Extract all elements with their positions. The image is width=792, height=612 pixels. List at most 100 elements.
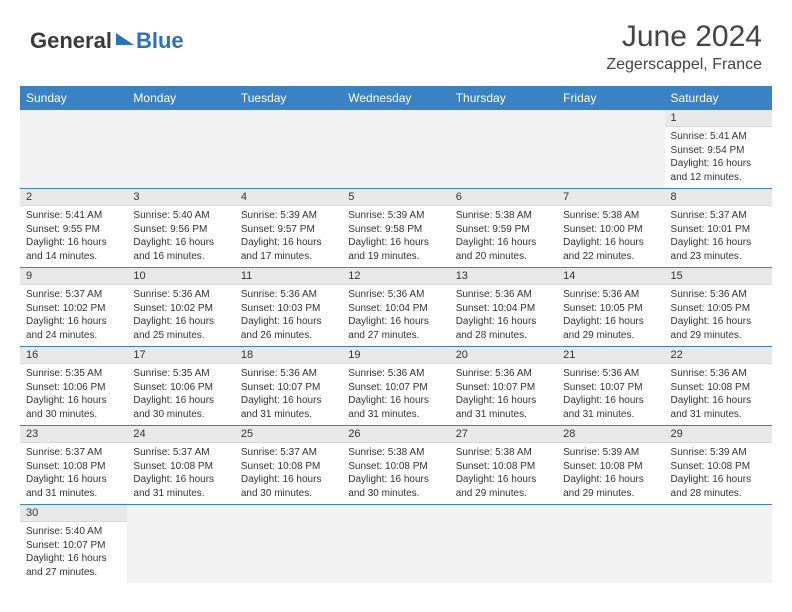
calendar-table: SundayMondayTuesdayWednesdayThursdayFrid… — [20, 86, 772, 583]
day-number: 17 — [127, 347, 234, 364]
calendar-cell: 24Sunrise: 5:37 AMSunset: 10:08 PMDaylig… — [127, 426, 234, 505]
calendar-cell: 15Sunrise: 5:36 AMSunset: 10:05 PMDaylig… — [665, 268, 772, 347]
day-number: 10 — [127, 268, 234, 285]
calendar-cell: 12Sunrise: 5:36 AMSunset: 10:04 PMDaylig… — [342, 268, 449, 347]
day-number: 13 — [450, 268, 557, 285]
calendar-cell — [342, 505, 449, 584]
calendar-cell: 22Sunrise: 5:36 AMSunset: 10:08 PMDaylig… — [665, 347, 772, 426]
day-details: Sunrise: 5:40 AMSunset: 9:56 PMDaylight:… — [127, 206, 234, 267]
brand-sail-icon — [116, 33, 134, 45]
calendar-cell — [235, 505, 342, 584]
brand-logo: General Blue — [30, 28, 184, 54]
month-title: June 2024 — [606, 20, 762, 54]
day-number: 22 — [665, 347, 772, 364]
day-details: Sunrise: 5:40 AMSunset: 10:07 PMDaylight… — [20, 522, 127, 583]
day-details: Sunrise: 5:36 AMSunset: 10:07 PMDaylight… — [557, 364, 664, 425]
calendar-cell — [450, 110, 557, 189]
day-number: 15 — [665, 268, 772, 285]
day-details: Sunrise: 5:39 AMSunset: 10:08 PMDaylight… — [557, 443, 664, 504]
calendar-body: 1Sunrise: 5:41 AMSunset: 9:54 PMDaylight… — [20, 110, 772, 583]
day-number: 23 — [20, 426, 127, 443]
weekday-header: Saturday — [665, 86, 772, 110]
day-number: 27 — [450, 426, 557, 443]
calendar-cell: 1Sunrise: 5:41 AMSunset: 9:54 PMDaylight… — [665, 110, 772, 189]
calendar-cell: 21Sunrise: 5:36 AMSunset: 10:07 PMDaylig… — [557, 347, 664, 426]
day-number: 25 — [235, 426, 342, 443]
day-details: Sunrise: 5:36 AMSunset: 10:08 PMDaylight… — [665, 364, 772, 425]
calendar-cell: 30Sunrise: 5:40 AMSunset: 10:07 PMDaylig… — [20, 505, 127, 584]
calendar-week-row: 2Sunrise: 5:41 AMSunset: 9:55 PMDaylight… — [20, 189, 772, 268]
day-number: 8 — [665, 189, 772, 206]
day-number: 28 — [557, 426, 664, 443]
calendar-cell — [20, 110, 127, 189]
weekday-header: Monday — [127, 86, 234, 110]
day-number: 4 — [235, 189, 342, 206]
calendar-week-row: 16Sunrise: 5:35 AMSunset: 10:06 PMDaylig… — [20, 347, 772, 426]
calendar-head: SundayMondayTuesdayWednesdayThursdayFrid… — [20, 86, 772, 110]
calendar-cell — [127, 110, 234, 189]
day-details: Sunrise: 5:39 AMSunset: 10:08 PMDaylight… — [665, 443, 772, 504]
day-details: Sunrise: 5:38 AMSunset: 10:00 PMDaylight… — [557, 206, 664, 267]
day-number: 29 — [665, 426, 772, 443]
day-details: Sunrise: 5:38 AMSunset: 10:08 PMDaylight… — [342, 443, 449, 504]
calendar-cell: 20Sunrise: 5:36 AMSunset: 10:07 PMDaylig… — [450, 347, 557, 426]
day-number: 5 — [342, 189, 449, 206]
calendar-cell — [127, 505, 234, 584]
calendar-week-row: 9Sunrise: 5:37 AMSunset: 10:02 PMDayligh… — [20, 268, 772, 347]
day-details: Sunrise: 5:38 AMSunset: 10:08 PMDaylight… — [450, 443, 557, 504]
calendar-cell: 18Sunrise: 5:36 AMSunset: 10:07 PMDaylig… — [235, 347, 342, 426]
weekday-header: Friday — [557, 86, 664, 110]
day-details: Sunrise: 5:36 AMSunset: 10:03 PMDaylight… — [235, 285, 342, 346]
day-number: 18 — [235, 347, 342, 364]
day-number: 21 — [557, 347, 664, 364]
day-number: 1 — [665, 110, 772, 127]
day-details: Sunrise: 5:38 AMSunset: 9:59 PMDaylight:… — [450, 206, 557, 267]
weekday-header: Thursday — [450, 86, 557, 110]
day-number: 26 — [342, 426, 449, 443]
day-details: Sunrise: 5:35 AMSunset: 10:06 PMDaylight… — [20, 364, 127, 425]
day-details: Sunrise: 5:41 AMSunset: 9:54 PMDaylight:… — [665, 127, 772, 188]
location-subtitle: Zegerscappel, France — [606, 56, 762, 74]
day-details: Sunrise: 5:35 AMSunset: 10:06 PMDaylight… — [127, 364, 234, 425]
day-number: 19 — [342, 347, 449, 364]
day-details: Sunrise: 5:41 AMSunset: 9:55 PMDaylight:… — [20, 206, 127, 267]
day-details: Sunrise: 5:39 AMSunset: 9:57 PMDaylight:… — [235, 206, 342, 267]
day-details: Sunrise: 5:37 AMSunset: 10:08 PMDaylight… — [20, 443, 127, 504]
day-details: Sunrise: 5:37 AMSunset: 10:02 PMDaylight… — [20, 285, 127, 346]
calendar-cell: 2Sunrise: 5:41 AMSunset: 9:55 PMDaylight… — [20, 189, 127, 268]
day-details: Sunrise: 5:37 AMSunset: 10:08 PMDaylight… — [127, 443, 234, 504]
day-number: 16 — [20, 347, 127, 364]
day-details: Sunrise: 5:36 AMSunset: 10:04 PMDaylight… — [342, 285, 449, 346]
calendar-cell — [557, 505, 664, 584]
calendar-cell: 19Sunrise: 5:36 AMSunset: 10:07 PMDaylig… — [342, 347, 449, 426]
calendar-week-row: 30Sunrise: 5:40 AMSunset: 10:07 PMDaylig… — [20, 505, 772, 584]
calendar-cell: 17Sunrise: 5:35 AMSunset: 10:06 PMDaylig… — [127, 347, 234, 426]
calendar-week-row: 23Sunrise: 5:37 AMSunset: 10:08 PMDaylig… — [20, 426, 772, 505]
calendar-cell — [557, 110, 664, 189]
page-header: General Blue June 2024 Zegerscappel, Fra… — [0, 0, 792, 82]
calendar-cell: 6Sunrise: 5:38 AMSunset: 9:59 PMDaylight… — [450, 189, 557, 268]
calendar-cell: 3Sunrise: 5:40 AMSunset: 9:56 PMDaylight… — [127, 189, 234, 268]
day-number: 20 — [450, 347, 557, 364]
calendar-cell: 26Sunrise: 5:38 AMSunset: 10:08 PMDaylig… — [342, 426, 449, 505]
calendar-cell: 5Sunrise: 5:39 AMSunset: 9:58 PMDaylight… — [342, 189, 449, 268]
weekday-header: Tuesday — [235, 86, 342, 110]
day-number: 30 — [20, 505, 127, 522]
weekday-header: Wednesday — [342, 86, 449, 110]
calendar-cell: 14Sunrise: 5:36 AMSunset: 10:05 PMDaylig… — [557, 268, 664, 347]
calendar-cell: 10Sunrise: 5:36 AMSunset: 10:02 PMDaylig… — [127, 268, 234, 347]
day-number: 3 — [127, 189, 234, 206]
calendar-cell — [665, 505, 772, 584]
calendar-cell: 9Sunrise: 5:37 AMSunset: 10:02 PMDayligh… — [20, 268, 127, 347]
day-details: Sunrise: 5:36 AMSunset: 10:05 PMDaylight… — [665, 285, 772, 346]
calendar-cell — [450, 505, 557, 584]
calendar-cell: 16Sunrise: 5:35 AMSunset: 10:06 PMDaylig… — [20, 347, 127, 426]
calendar-cell: 4Sunrise: 5:39 AMSunset: 9:57 PMDaylight… — [235, 189, 342, 268]
day-number: 14 — [557, 268, 664, 285]
calendar-cell: 28Sunrise: 5:39 AMSunset: 10:08 PMDaylig… — [557, 426, 664, 505]
day-details: Sunrise: 5:39 AMSunset: 9:58 PMDaylight:… — [342, 206, 449, 267]
day-details: Sunrise: 5:36 AMSunset: 10:07 PMDaylight… — [235, 364, 342, 425]
brand-text-general: General — [30, 28, 112, 54]
calendar-cell: 27Sunrise: 5:38 AMSunset: 10:08 PMDaylig… — [450, 426, 557, 505]
title-block: June 2024 Zegerscappel, France — [606, 20, 762, 74]
